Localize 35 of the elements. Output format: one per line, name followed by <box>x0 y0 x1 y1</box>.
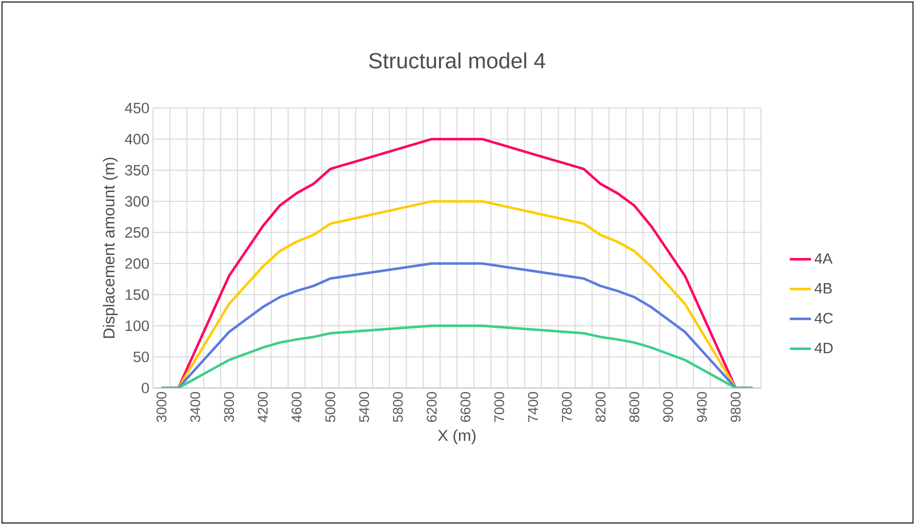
x-tick-label: 7800 <box>562 392 572 422</box>
y-tick-label: 250 <box>125 227 149 238</box>
x-tick-label: 5000 <box>325 392 336 422</box>
x-tick-label: 6200 <box>426 392 437 422</box>
y-tick-label: 350 <box>125 164 149 176</box>
y-tick-label: 300 <box>125 196 149 207</box>
x-tick-label: 9800 <box>730 392 741 422</box>
y-tick-label: 450 <box>124 102 149 114</box>
y-tick-label: 200 <box>125 258 149 269</box>
legend-label: 4B <box>814 283 832 294</box>
x-tick-label: 6600 <box>460 392 470 422</box>
y-tick-label: 400 <box>124 134 149 144</box>
x-axis-title: X (m) <box>438 429 476 444</box>
x-tick-label: 5800 <box>392 392 403 422</box>
x-tick-label: 3800 <box>224 392 234 422</box>
legend-label: 4D <box>814 342 833 354</box>
x-tick-label: 7400 <box>528 392 538 422</box>
x-tick-label: 7000 <box>494 392 504 422</box>
x-tick-label: 9400 <box>696 392 707 422</box>
x-tick-label: 5400 <box>359 392 370 422</box>
x-tick-label: 8600 <box>629 392 640 422</box>
y-tick-label: 150 <box>126 289 149 300</box>
x-tick-label: 3400 <box>190 392 200 422</box>
y-axis-title: Displacement amount (m) <box>102 158 118 338</box>
x-tick-label: 4600 <box>292 392 302 422</box>
y-tick-label: 100 <box>126 320 149 332</box>
x-tick-label: 8200 <box>596 392 606 422</box>
chart-title: Structural model 4 <box>369 52 546 68</box>
legend-label: 4C <box>814 312 833 324</box>
legend-label: 4A <box>814 253 833 264</box>
x-tick-label: 4200 <box>258 392 268 422</box>
x-tick-label: 3000 <box>156 392 166 422</box>
y-tick-label: 50 <box>133 352 149 362</box>
y-tick-label: 0 <box>142 382 149 394</box>
x-tick-label: 9000 <box>663 392 674 422</box>
